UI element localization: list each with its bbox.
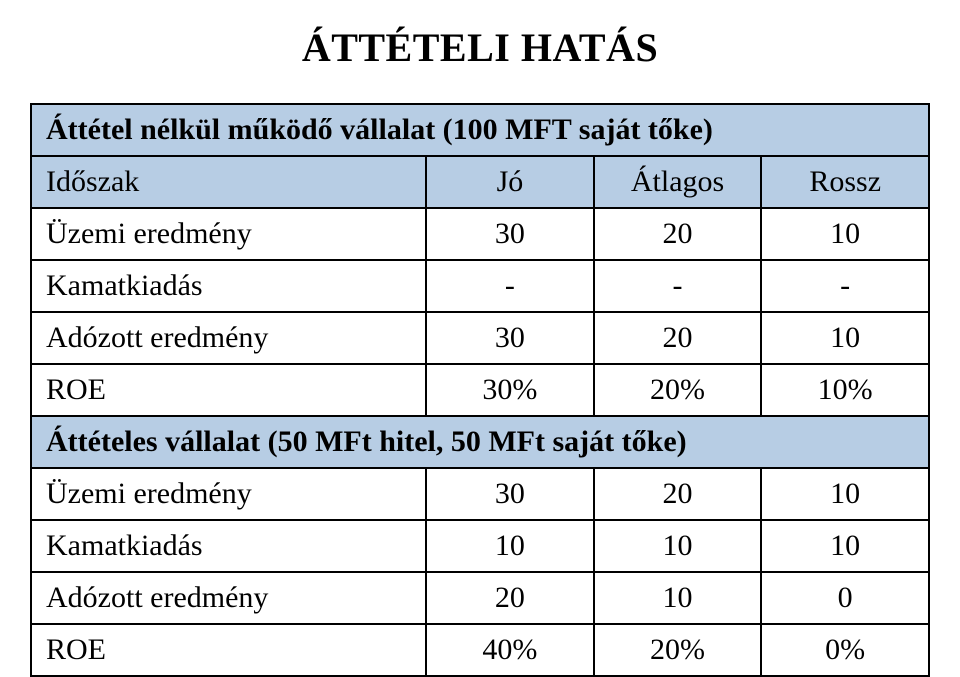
cell: 0% — [761, 624, 929, 676]
cell: 0 — [761, 572, 929, 624]
cell: 20 — [426, 572, 594, 624]
cell: 10 — [761, 520, 929, 572]
cell: - — [426, 260, 594, 312]
cell: 10 — [594, 520, 762, 572]
cell: 10 — [761, 208, 929, 260]
cell: 30 — [426, 208, 594, 260]
cell: 20% — [594, 364, 762, 416]
cell: 30 — [426, 312, 594, 364]
row-label: Kamatkiadás — [31, 260, 426, 312]
cell: - — [761, 260, 929, 312]
cell: 20% — [594, 624, 762, 676]
cell: 30 — [426, 468, 594, 520]
comparison-table: Áttétel nélkül működő vállalat (100 MFT … — [30, 103, 930, 677]
cell: - — [594, 260, 762, 312]
table-row: Üzemi eredmény 30 20 10 — [31, 468, 929, 520]
row-label: ROE — [31, 624, 426, 676]
cell: 10 — [426, 520, 594, 572]
cell: 20 — [594, 312, 762, 364]
row-label: ROE — [31, 364, 426, 416]
row-label: Üzemi eredmény — [31, 208, 426, 260]
section1-banner-row: Áttétel nélkül működő vállalat (100 MFT … — [31, 104, 929, 156]
row-label: Üzemi eredmény — [31, 468, 426, 520]
cell: 20 — [594, 208, 762, 260]
row-label: Adózott eredmény — [31, 572, 426, 624]
col-header-average: Átlagos — [594, 156, 762, 208]
col-header-good: Jó — [426, 156, 594, 208]
table-row: Üzemi eredmény 30 20 10 — [31, 208, 929, 260]
table-row: ROE 30% 20% 10% — [31, 364, 929, 416]
section1-banner: Áttétel nélkül működő vállalat (100 MFT … — [31, 104, 929, 156]
cell: 10% — [761, 364, 929, 416]
section1-header-row: Időszak Jó Átlagos Rossz — [31, 156, 929, 208]
table-row: Kamatkiadás - - - — [31, 260, 929, 312]
table-row: ROE 40% 20% 0% — [31, 624, 929, 676]
cell: 10 — [594, 572, 762, 624]
row-label: Adózott eredmény — [31, 312, 426, 364]
cell: 10 — [761, 468, 929, 520]
cell: 40% — [426, 624, 594, 676]
section2-banner: Áttételes vállalat (50 MFt hitel, 50 MFt… — [31, 416, 929, 468]
col-header-bad: Rossz — [761, 156, 929, 208]
col-header-period: Időszak — [31, 156, 426, 208]
table-row: Adózott eredmény 30 20 10 — [31, 312, 929, 364]
section2-banner-row: Áttételes vállalat (50 MFt hitel, 50 MFt… — [31, 416, 929, 468]
row-label: Kamatkiadás — [31, 520, 426, 572]
cell: 20 — [594, 468, 762, 520]
cell: 10 — [761, 312, 929, 364]
slide: ÁTTÉTELI HATÁS Áttétel nélkül működő vál… — [0, 0, 960, 665]
cell: 30% — [426, 364, 594, 416]
table-row: Kamatkiadás 10 10 10 — [31, 520, 929, 572]
table-row: Adózott eredmény 20 10 0 — [31, 572, 929, 624]
slide-title: ÁTTÉTELI HATÁS — [30, 24, 930, 71]
